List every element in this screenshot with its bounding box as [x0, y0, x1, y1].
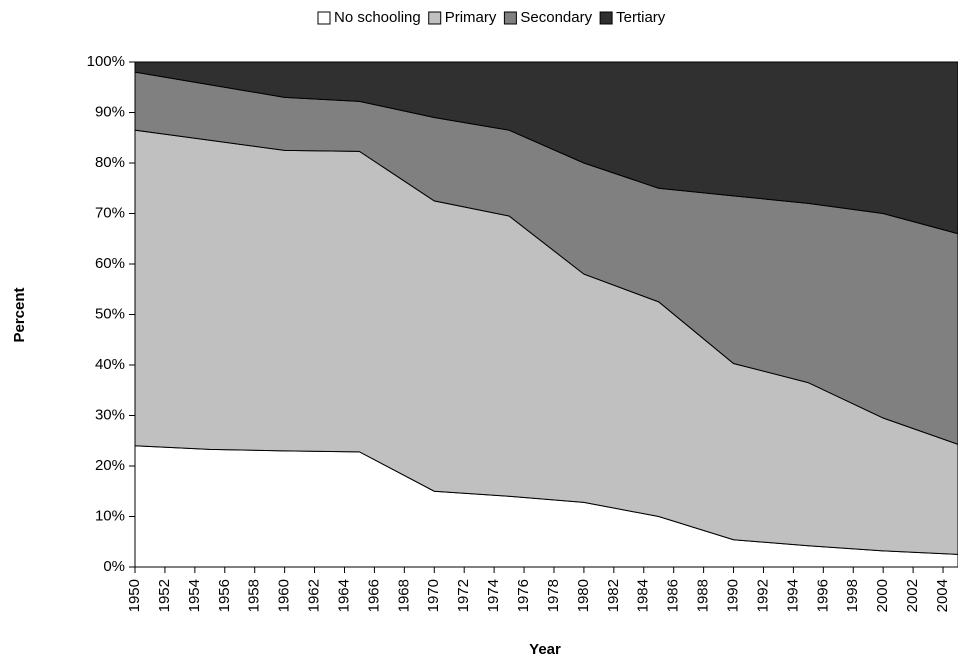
x-tick-label: 1950: [126, 579, 143, 612]
x-tick-label: 1974: [485, 579, 502, 612]
y-tick-label: 0%: [103, 558, 125, 575]
x-tick-label: 1956: [216, 579, 233, 612]
x-tick-label: 1966: [365, 579, 382, 612]
y-tick-label: 50%: [95, 305, 125, 322]
x-tick-label: 1960: [276, 579, 293, 612]
legend-swatch: [503, 11, 517, 25]
x-tick-label: 1998: [844, 579, 861, 612]
x-tick-label: 1952: [156, 579, 173, 612]
legend-label: Secondary: [520, 9, 592, 26]
x-tick-label: 1994: [784, 579, 801, 612]
y-tick-label: 90%: [95, 103, 125, 120]
y-tick-label: 60%: [95, 255, 125, 272]
x-tick-label: 1988: [695, 579, 712, 612]
x-tick-label: 1972: [455, 579, 472, 612]
x-tick-label: 1992: [754, 579, 771, 612]
x-tick-label: 1962: [306, 579, 323, 612]
y-tick-label: 70%: [95, 204, 125, 221]
x-tick-label: 1980: [575, 579, 592, 612]
x-tick-label: 1954: [186, 579, 203, 612]
x-tick-label: 1978: [545, 579, 562, 612]
y-tick-label: 30%: [95, 406, 125, 423]
legend-swatch: [599, 11, 613, 25]
y-tick-label: 20%: [95, 457, 125, 474]
x-tick-label: 2000: [874, 579, 891, 612]
legend-label: Primary: [445, 9, 497, 26]
x-tick-label: 1984: [635, 579, 652, 612]
x-tick-label: 1970: [425, 579, 442, 612]
x-tick-label: 1968: [395, 579, 412, 612]
x-tick-label: 1976: [515, 579, 532, 612]
legend-swatch: [428, 11, 442, 25]
x-tick-label: 2002: [904, 579, 921, 612]
x-tick-label: 1982: [605, 579, 622, 612]
legend-label: No schooling: [334, 9, 421, 26]
x-tick-label: 2004: [934, 579, 951, 612]
x-tick-label: 1986: [665, 579, 682, 612]
y-tick-label: 100%: [87, 53, 125, 70]
y-tick-label: 80%: [95, 154, 125, 171]
legend-label: Tertiary: [616, 9, 666, 26]
y-tick-label: 40%: [95, 356, 125, 373]
x-tick-label: 1996: [814, 579, 831, 612]
x-tick-label: 1990: [725, 579, 742, 612]
area: [134, 61, 958, 235]
y-axis-label: Percent: [11, 287, 28, 342]
legend-swatch: [317, 11, 331, 25]
x-tick-label: 1958: [246, 579, 263, 612]
y-tick-label: 10%: [95, 507, 125, 524]
x-tick-label: 1964: [335, 579, 352, 612]
x-axis-label: Year: [529, 641, 561, 658]
